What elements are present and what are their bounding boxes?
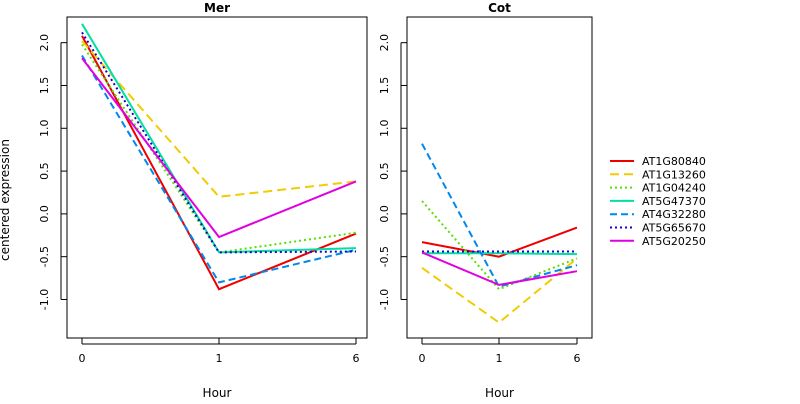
legend-item: AT5G20250	[610, 235, 706, 248]
y-tick-label: 1.5	[378, 77, 391, 95]
y-tick-label: 1.5	[38, 77, 51, 95]
legend-item: AT1G13260	[610, 168, 706, 181]
x-tick-label: 1	[496, 352, 503, 365]
y-tick-label: 1.0	[378, 120, 391, 138]
legend-label: AT4G32280	[642, 208, 706, 221]
legend-label: AT5G65670	[642, 222, 706, 235]
series-line-at1g80840	[421, 226, 578, 258]
legend-item: AT1G80840	[610, 155, 706, 168]
series-line-at1g13260	[421, 257, 578, 324]
x-tick-label: 0	[79, 352, 86, 365]
legend-label: AT1G13260	[642, 168, 706, 181]
x-tick-label: 6	[574, 352, 581, 365]
y-tick-label: 2.0	[38, 34, 51, 52]
series-line-at5g47370	[422, 252, 578, 256]
series-line-at1g04240	[81, 43, 357, 254]
x-tick-label: 6	[353, 352, 360, 365]
legend-item: AT1G04240	[610, 182, 706, 195]
y-tick-label: 0.5	[38, 162, 51, 180]
legend-item: AT5G47370	[610, 195, 706, 208]
plot-frame	[66, 16, 368, 339]
x-tick-label: 1	[216, 352, 223, 365]
legend-label: AT1G80840	[642, 155, 706, 168]
legend-label: AT1G04240	[642, 182, 706, 195]
series-line-at5g20250	[81, 57, 357, 239]
plot-frame	[406, 16, 593, 339]
series-line-at5g47370	[81, 23, 357, 254]
legend-label: AT5G20250	[642, 235, 706, 248]
y-tick-label: -1.0	[378, 289, 391, 310]
legend-item: AT4G32280	[610, 208, 706, 221]
series-line-at4g32280	[421, 143, 578, 288]
y-axis-label: centered expression	[0, 139, 12, 261]
y-tick-label: -0.5	[378, 246, 391, 267]
x-tick-label: 0	[419, 352, 426, 365]
panel-title: Cot	[488, 1, 511, 15]
legend: AT1G80840AT1G13260AT1G04240AT5G47370AT4G…	[610, 155, 706, 248]
series-line-at1g13260	[81, 40, 357, 198]
x-axis-label: Hour	[203, 386, 232, 400]
series-line-at5g20250	[421, 251, 578, 286]
panel-title: Mer	[204, 1, 230, 15]
y-tick-label: 0.0	[38, 205, 51, 223]
x-axis-label: Hour	[485, 386, 514, 400]
series-line-at5g65670	[81, 31, 357, 254]
panels: Mer 2.0 1.5 1.0 0.5 0.0 -0.5 -1.0 0 1 6 Hour Cot 2.0 1…	[38, 1, 593, 400]
y-tick-label: 0.0	[378, 205, 391, 223]
y-tick-label: -0.5	[38, 246, 51, 267]
y-tick-label: 0.5	[378, 162, 391, 180]
legend-label: AT5G47370	[642, 195, 706, 208]
panel-cot: Cot 2.0 1.5 1.0 0.5 0.0 -0.5 -1.0 0 1 6 Hour	[378, 1, 593, 400]
legend-item: AT5G65670	[610, 222, 706, 235]
y-tick-label: 2.0	[378, 34, 391, 52]
y-tick-label: 1.0	[38, 120, 51, 138]
series-line-at4g32280	[81, 54, 357, 284]
y-tick-label: -1.0	[38, 289, 51, 310]
panel-mer: Mer 2.0 1.5 1.0 0.5 0.0 -0.5 -1.0 0 1 6 Hour	[38, 1, 368, 400]
